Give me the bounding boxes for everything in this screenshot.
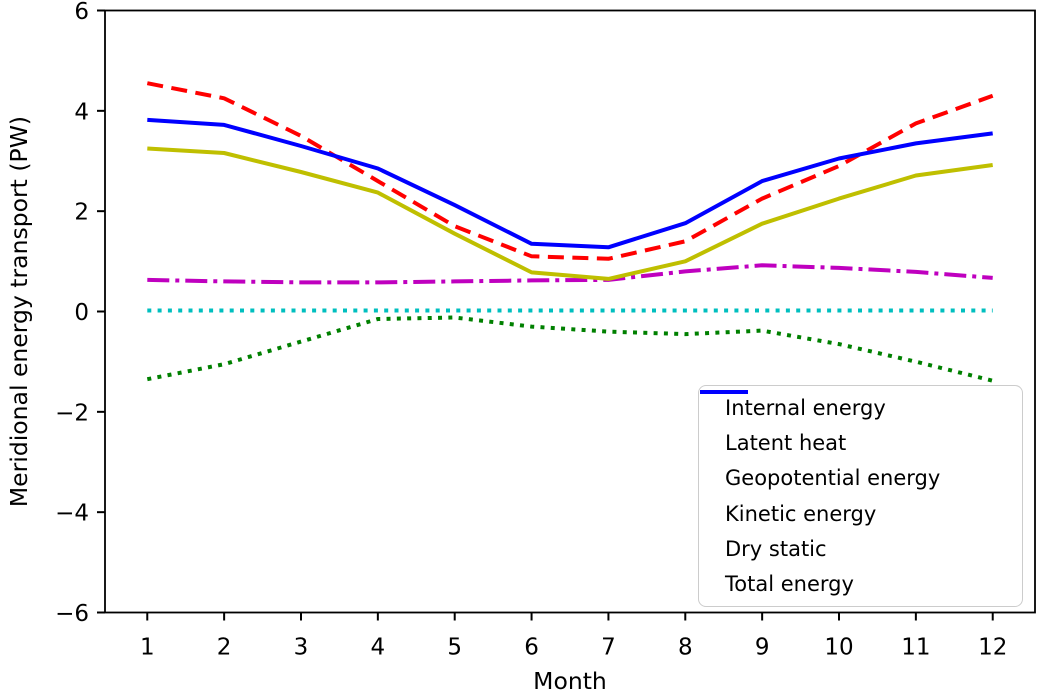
legend-label: Geopotential energy [725,466,941,491]
x-tick-label: 1 [140,635,155,661]
y-tick-label: −4 [55,501,89,527]
legend-item-total-energy: Total energy [699,390,1022,601]
series-line-dry-static [147,146,993,281]
x-tick-label: 9 [755,635,770,661]
legend-label: Dry static [725,536,827,561]
x-axis-label: Month [533,667,607,695]
x-tick-label: 4 [371,635,386,661]
y-tick-label: 0 [74,300,89,326]
x-tick-label: 6 [524,635,539,661]
series-line-geopotential-energy [146,315,994,383]
x-tick-label: 10 [824,635,853,661]
legend-item-kinetic-energy: Kinetic energy [699,390,1022,531]
x-tick-label: 7 [601,635,616,661]
series-line-internal-energy [146,81,994,261]
legend-item-dry-static: Dry static [699,390,1022,566]
y-tick-label: 4 [74,99,89,125]
legend-label: Internal energy [725,396,886,421]
x-tick-label: 5 [447,635,462,661]
legend-line-sample-total-energy [700,390,748,394]
y-axis-label: Meridional energy transport (PW) [5,116,33,507]
legend: Internal energy Latent heat Geopotential e… [698,385,1023,607]
x-tick-label: 12 [978,635,1007,661]
series-line-total-energy [147,117,993,250]
y-tick-label: −2 [55,400,89,426]
y-tick-label: 6 [74,0,89,25]
y-tick-label: −6 [55,601,89,627]
x-tick-label: 3 [294,635,309,661]
x-tick-label: 2 [217,635,232,661]
x-tick-label: 11 [901,635,930,661]
legend-item-geopotential-energy: Geopotential energy [699,390,1022,495]
legend-label: Latent heat [725,431,847,456]
x-tick-label: 8 [678,635,693,661]
y-tick-label: 2 [74,200,89,226]
legend-label: Kinetic energy [725,501,877,526]
series-line-latent-heat [147,263,993,285]
legend-label: Total energy [725,571,854,596]
legend-item-latent-heat: Latent heat [699,390,1022,460]
